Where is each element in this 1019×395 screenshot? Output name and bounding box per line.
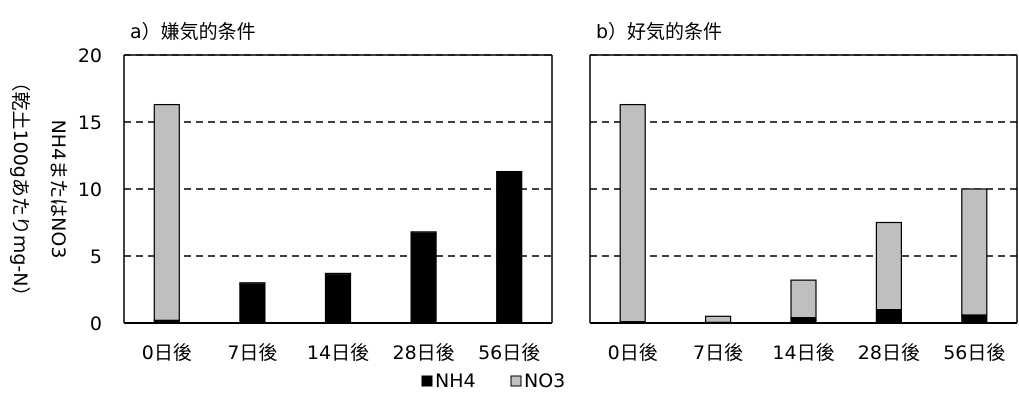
x-tick-label: 28日後: [393, 342, 455, 364]
bar-no3: [875, 221, 903, 311]
bar-nh4: [961, 314, 988, 324]
x-tick-label: 0日後: [608, 342, 658, 364]
legend-label-no3: NO3: [524, 370, 565, 392]
bar-nh4: [496, 170, 523, 324]
chart-panel-2: b）好気的条件 0日後 7日後 14日後 28日後 56日後: [589, 21, 1018, 364]
chart-title: b）好気的条件: [596, 21, 722, 43]
x-tick-label: 7日後: [693, 342, 743, 364]
y-axis-label: NH4またはNO3: [47, 120, 69, 259]
y-axis-unit-label: （乾土100gあたりmg-N）: [9, 73, 31, 306]
bar-no3: [704, 315, 732, 323]
bar-no3: [961, 188, 988, 316]
legend: NH4 NO3: [421, 370, 565, 392]
legend-swatch-no3: [510, 375, 522, 387]
bar-no3: [790, 279, 817, 319]
x-tick-label: 7日後: [227, 342, 277, 364]
y-tick-label: 15: [78, 112, 102, 134]
legend-swatch-nh4: [421, 375, 433, 387]
bar-nh4: [239, 283, 266, 324]
bar-no3: [324, 272, 352, 276]
y-tick-label: 20: [78, 45, 102, 67]
y-tick-label: 0: [90, 313, 102, 335]
bar-no3: [410, 231, 437, 234]
bar-nh4: [324, 274, 352, 324]
bar-no3: [153, 103, 180, 321]
legend-label-nh4: NH4: [435, 370, 476, 392]
y-tick-label: 10: [78, 179, 102, 201]
bar-no3: [619, 103, 646, 323]
y-tick-label: 5: [90, 246, 102, 268]
x-tick-label: 28日後: [858, 342, 920, 364]
chart-title: a）嫌気的条件: [130, 21, 256, 43]
x-tick-label: 0日後: [142, 342, 192, 364]
x-tick-label: 56日後: [943, 342, 1005, 364]
bar-no3: [239, 282, 266, 285]
chart-panel-1: 0 5 10 15 20 a）嫌気的条件 0日後 7日後 14日後 28日後 56日後: [78, 21, 553, 364]
bar-nh4: [410, 232, 437, 324]
bar-nh4: [875, 309, 903, 324]
y-axis-label-group: NH4またはNO3 （乾土100gあたりmg-N）: [9, 73, 69, 306]
x-tick-label: 14日後: [772, 342, 834, 364]
x-tick-label: 14日後: [307, 342, 369, 364]
x-tick-label: 56日後: [478, 342, 540, 364]
